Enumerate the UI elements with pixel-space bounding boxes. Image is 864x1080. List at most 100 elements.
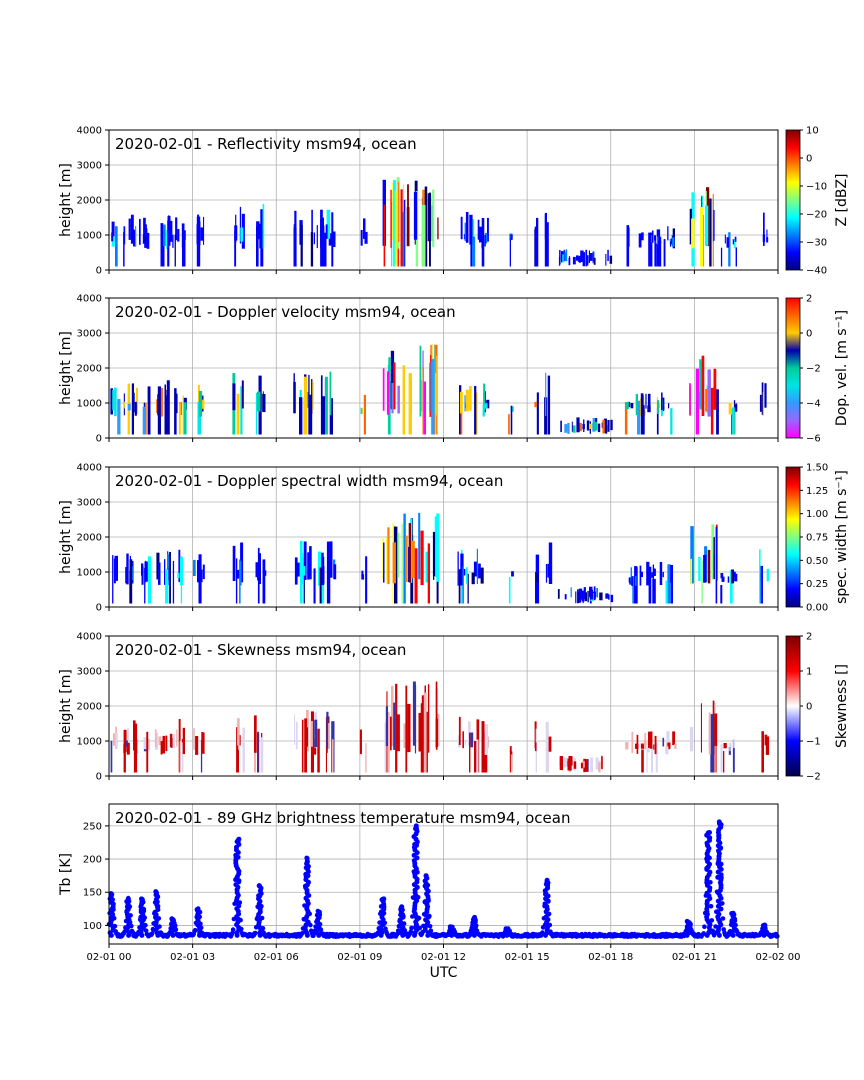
echo-mark bbox=[720, 247, 723, 267]
echo-mark bbox=[733, 239, 736, 249]
echo-mark bbox=[651, 572, 654, 578]
echo-mark bbox=[460, 216, 463, 240]
echo-mark bbox=[198, 554, 202, 604]
echo-mark bbox=[472, 236, 476, 267]
echo-mark bbox=[716, 389, 719, 435]
echo-mark bbox=[394, 191, 397, 267]
tb-point bbox=[409, 925, 414, 931]
echo-mark bbox=[735, 247, 737, 267]
echo-mark bbox=[559, 756, 564, 771]
echo-mark bbox=[328, 233, 333, 246]
echo-mark bbox=[408, 373, 412, 435]
reflectivity-panel: 0 1000 2000 3000 4000 2020-02-01 - Reflectiv… bbox=[58, 126, 850, 277]
echo-mark bbox=[759, 549, 761, 604]
doppler-velocity-panel: 0 1000 2000 3000 4000 2020-02-01 - Doppler v… bbox=[58, 294, 850, 445]
echo-mark bbox=[732, 571, 736, 577]
echo-mark bbox=[260, 737, 264, 773]
echo-mark bbox=[632, 576, 635, 604]
tb-point bbox=[720, 916, 726, 921]
colorbar-tick-label: 0.25 bbox=[806, 579, 828, 590]
echo-mark bbox=[421, 714, 425, 773]
colorbar-tick-label: 1 bbox=[806, 667, 812, 678]
echo-mark bbox=[301, 553, 304, 585]
echo-mark bbox=[484, 403, 488, 409]
echo-mark bbox=[567, 758, 569, 771]
echo-mark bbox=[390, 350, 395, 410]
echo-mark bbox=[236, 393, 240, 435]
echo-mark bbox=[383, 204, 386, 267]
x-tick-label: 02-01 03 bbox=[170, 952, 215, 963]
echo-mark bbox=[626, 225, 630, 267]
echo-mark bbox=[585, 255, 589, 264]
echo-mark bbox=[597, 423, 601, 433]
echo-mark bbox=[384, 722, 387, 773]
echo-mark bbox=[420, 530, 424, 585]
echo-mark bbox=[480, 567, 484, 584]
tb-xlabel: UTC bbox=[430, 965, 458, 981]
colorbar-tick-label: −2 bbox=[806, 364, 821, 375]
echo-mark bbox=[575, 591, 577, 604]
echo-mark bbox=[114, 555, 118, 581]
echo-mark bbox=[321, 375, 323, 435]
echo-mark bbox=[200, 227, 204, 241]
echo-mark bbox=[601, 756, 603, 770]
echo-mark bbox=[580, 762, 583, 769]
colorbar-tick-label: −20 bbox=[806, 210, 827, 221]
echo-mark bbox=[536, 217, 539, 267]
tb-point bbox=[762, 922, 768, 928]
colorbar-tick-label: 0.75 bbox=[806, 533, 828, 544]
echo-mark bbox=[474, 741, 477, 773]
echo-mark bbox=[641, 749, 644, 773]
x-tick-label: 02-02 00 bbox=[756, 952, 801, 963]
echo-mark bbox=[631, 731, 634, 754]
y-tick-label: 100 bbox=[83, 921, 102, 932]
y-tick-label: 1000 bbox=[77, 568, 102, 579]
echo-mark bbox=[169, 220, 173, 242]
colorbar-tick-label: −40 bbox=[806, 266, 827, 277]
echo-mark bbox=[485, 232, 488, 244]
echo-mark bbox=[262, 203, 265, 249]
echo-mark bbox=[262, 394, 266, 413]
echo-mark bbox=[547, 375, 551, 435]
echo-mark bbox=[382, 368, 385, 411]
echo-mark bbox=[126, 553, 129, 585]
y-tick-label: 4000 bbox=[77, 632, 102, 643]
echo-mark bbox=[564, 594, 567, 600]
echo-mark bbox=[587, 759, 589, 771]
echo-mark bbox=[670, 241, 672, 247]
echo-mark bbox=[599, 592, 603, 601]
echo-mark bbox=[422, 367, 424, 435]
tb-point bbox=[236, 836, 242, 842]
echo-mark bbox=[435, 718, 438, 748]
echo-mark bbox=[630, 567, 632, 584]
echo-mark bbox=[242, 727, 245, 773]
echo-mark bbox=[762, 234, 766, 242]
y-tick-label: 150 bbox=[83, 888, 102, 899]
echo-mark bbox=[484, 235, 486, 247]
echo-mark bbox=[457, 551, 459, 586]
echo-mark bbox=[700, 207, 704, 267]
echo-mark bbox=[765, 739, 767, 745]
echo-mark bbox=[388, 357, 391, 435]
echo-mark bbox=[418, 712, 422, 752]
echo-mark bbox=[589, 586, 593, 598]
echo-mark bbox=[321, 552, 324, 577]
echo-mark bbox=[670, 581, 673, 604]
echo-mark bbox=[383, 542, 385, 583]
echo-mark bbox=[160, 223, 164, 267]
echo-mark bbox=[657, 236, 660, 245]
echo-mark bbox=[144, 561, 148, 582]
echo-mark bbox=[299, 397, 303, 435]
echo-mark bbox=[734, 573, 738, 582]
echo-mark bbox=[510, 754, 513, 773]
echo-mark bbox=[467, 573, 469, 604]
echo-mark bbox=[254, 715, 257, 753]
y-tick-label: 200 bbox=[83, 855, 102, 866]
echo-mark bbox=[583, 419, 585, 432]
echo-mark bbox=[297, 562, 300, 577]
echo-mark bbox=[293, 224, 296, 267]
reflectivity-colorbar-label: Z [dBZ] bbox=[834, 173, 850, 226]
colorbar-tick-label: −6 bbox=[806, 434, 821, 445]
echo-mark bbox=[481, 721, 485, 773]
echo-mark bbox=[670, 238, 674, 244]
